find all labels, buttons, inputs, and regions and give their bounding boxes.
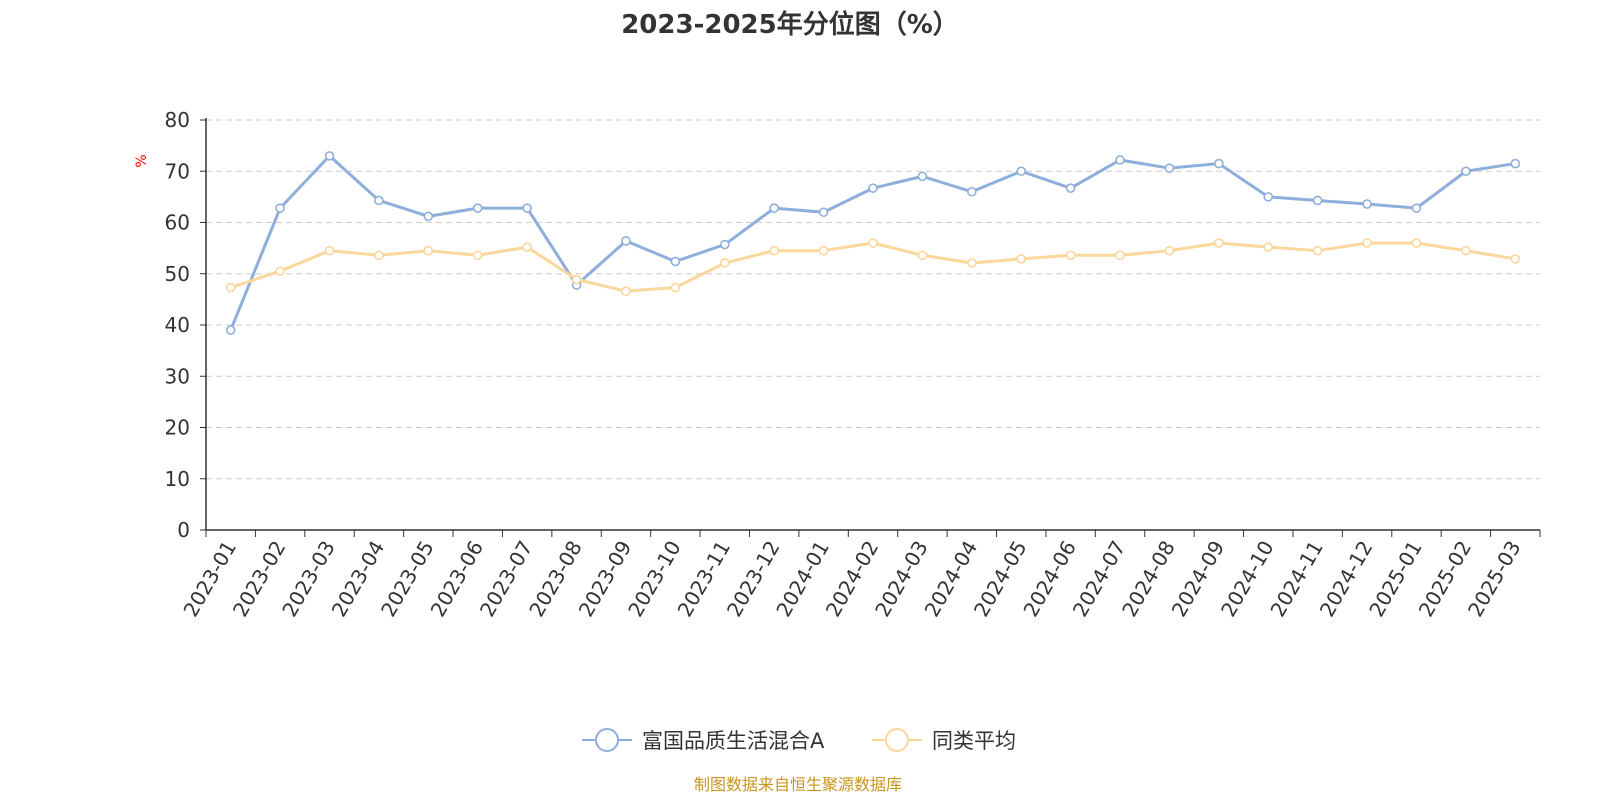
series-1-point <box>670 256 681 267</box>
series-2-point <box>1214 238 1224 248</box>
series-2-point <box>967 258 977 268</box>
series-1-point <box>374 195 384 206</box>
series-1-point <box>1510 158 1521 169</box>
legend-item-2[interactable]: 同类平均 <box>872 728 1016 753</box>
legend[interactable]: 富国品质生活混合A 同类平均 <box>582 728 1016 753</box>
series-2-point <box>1164 245 1175 256</box>
series-2-point <box>818 245 829 256</box>
y-axis-unit: % <box>134 154 150 167</box>
series-2-point <box>670 282 681 293</box>
series-layer <box>225 151 1521 335</box>
series-1-point <box>967 186 977 197</box>
series-1-point <box>868 183 878 193</box>
series-2-point <box>1510 254 1521 264</box>
series-1-point <box>719 239 730 250</box>
x-axis: 2023-012023-022023-032023-042023-052023-… <box>178 529 1541 621</box>
series-1-point <box>917 171 928 182</box>
series-1-point <box>769 203 779 213</box>
series-1-point <box>1461 166 1471 177</box>
series-2-point <box>1461 245 1471 256</box>
series-2-point <box>719 258 730 268</box>
series-1-point <box>522 203 532 213</box>
series-1-point <box>1214 158 1224 169</box>
series-line-2 <box>230 241 1516 293</box>
series-2-point <box>1411 238 1422 248</box>
series-1-point <box>818 207 829 218</box>
grid-lines <box>206 119 1540 480</box>
series-1-point <box>1263 192 1274 202</box>
series-1-point <box>225 325 236 335</box>
y-tick-label: 10 <box>165 467 190 491</box>
series-2-point <box>1016 254 1027 264</box>
legend-circle-icon <box>595 728 619 752</box>
series-2-point <box>423 245 434 256</box>
series-1-point <box>1065 183 1076 193</box>
series-2-point <box>1115 250 1125 261</box>
legend-label: 同类平均 <box>932 729 1016 753</box>
series-1-point <box>472 203 483 213</box>
series-1-point <box>324 151 335 161</box>
series-2-point <box>324 245 335 256</box>
series-2-point <box>868 238 878 248</box>
y-axis: 0 10 20 30 40 50 60 70 80 <box>165 108 207 542</box>
series-1-point <box>1362 199 1372 209</box>
legend-label: 富国品质生活混合A <box>642 729 825 753</box>
series-2-point <box>769 245 779 256</box>
series-2-point <box>275 266 285 276</box>
series-2-point <box>472 250 483 261</box>
y-tick-label: 30 <box>165 364 190 388</box>
series-1-point <box>1115 155 1125 165</box>
series-1-point <box>1312 195 1323 206</box>
series-2-point <box>1362 238 1372 248</box>
series-2-point <box>621 286 631 296</box>
series-1-point <box>621 236 631 246</box>
series-1-point <box>275 203 285 213</box>
series-1-point <box>1164 163 1175 173</box>
series-2-point <box>917 250 928 261</box>
y-tick-label: 40 <box>165 313 190 337</box>
series-1-point <box>1411 203 1422 213</box>
y-tick-label: 80 <box>165 108 190 132</box>
series-2-point <box>522 242 532 252</box>
series-2-point <box>225 282 236 293</box>
series-1-point <box>423 211 434 222</box>
series-2-point <box>1263 242 1274 252</box>
legend-circle-icon <box>885 728 909 752</box>
series-2-point <box>1312 245 1323 256</box>
chart-title: 2023-2025年分位图（%） <box>621 9 959 40</box>
y-tick-label: 50 <box>165 262 190 286</box>
y-tick-label: 70 <box>165 159 190 183</box>
series-2-point <box>571 274 582 285</box>
series-2-point <box>1065 250 1076 261</box>
series-1-point <box>1016 166 1027 177</box>
series-2-point <box>374 250 384 261</box>
data-source-note: 制图数据来自恒生聚源数据库 <box>694 775 902 794</box>
legend-item-1[interactable]: 富国品质生活混合A <box>582 728 825 753</box>
y-tick-label: 20 <box>165 416 190 440</box>
y-tick-label: 0 <box>177 518 190 542</box>
y-tick-label: 60 <box>165 211 190 235</box>
